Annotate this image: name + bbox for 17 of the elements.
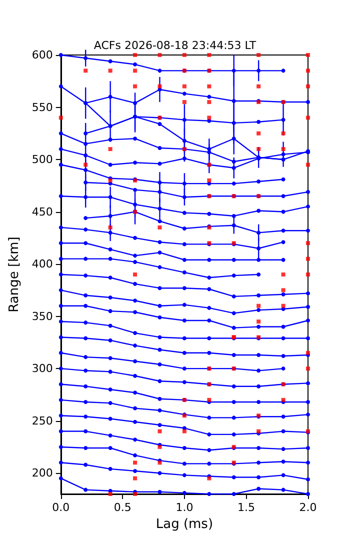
y-tick-label: 400 [32,258,53,271]
x-tick-label: 0.5 [114,501,132,514]
x-tick-label: 0.0 [52,501,70,514]
x-tick-label: 1.5 [237,501,255,514]
y-tick-label: 500 [32,153,53,166]
y-tick-label: 250 [32,414,53,428]
y-tick-label: 450 [32,205,53,218]
y-tick-label: 600 [32,48,53,62]
y-tick-label: 200 [32,466,53,480]
x-tick-label: 2.0 [299,501,317,514]
x-axis-title: Lag (ms) [156,517,214,532]
x-tick-label: 1.0 [176,501,194,514]
y-tick-label: 350 [32,310,53,323]
y-tick-label: 300 [32,362,53,376]
y-tick-label: 550 [32,100,53,114]
y-axis-title: Range [km] [7,236,22,312]
chart-title: ACFs 2026-08-18 23:44:53 LT [94,39,256,52]
